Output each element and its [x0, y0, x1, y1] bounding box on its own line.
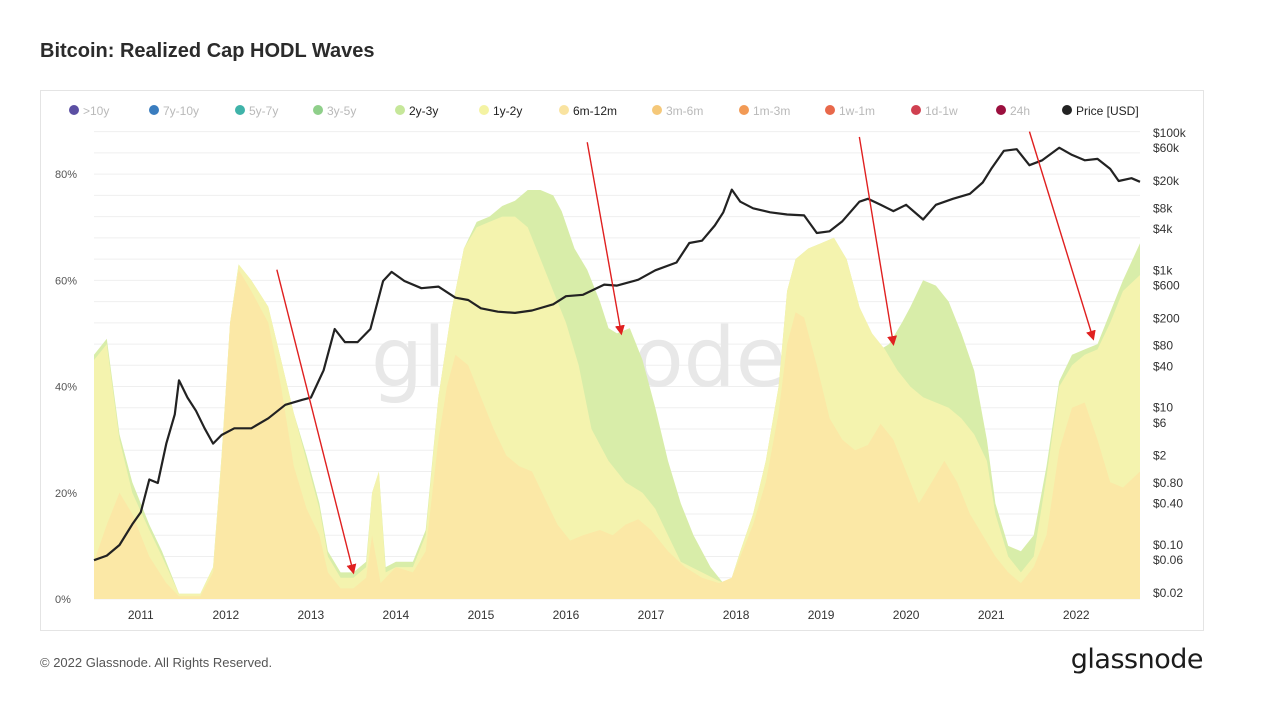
legend-item-7y10y[interactable]: 7y-10y — [149, 104, 199, 118]
x-tick-label: 2011 — [128, 608, 154, 622]
y2-tick-label: $80 — [1153, 339, 1173, 353]
x-tick-label: 2020 — [893, 608, 920, 622]
y-tick-label: 40% — [55, 382, 77, 394]
chart-title: Bitcoin: Realized Cap HODL Waves — [40, 40, 375, 62]
legend-label: >10y — [83, 104, 109, 118]
y2-tick-label: $10 — [1153, 401, 1173, 415]
legend-item-24h[interactable]: 24h — [996, 104, 1030, 118]
x-tick-label: 2021 — [978, 608, 1005, 622]
y2-tick-label: $0.06 — [1153, 553, 1183, 567]
legend-swatch — [911, 105, 921, 115]
legend-item-2y3y[interactable]: 2y-3y — [395, 104, 438, 118]
y2-tick-label: $2 — [1153, 449, 1167, 463]
y-axis-left: 0% 20% 40% 60% 80% — [55, 169, 77, 606]
legend-label: 3y-5y — [327, 104, 356, 118]
price-line — [93, 146, 1141, 562]
x-tick-label: 2017 — [638, 608, 665, 622]
legend-item-6m12m[interactable]: 6m-12m — [559, 104, 617, 118]
legend-swatch — [739, 105, 749, 115]
chart-panel: >10y 7y-10y 5y-7y 3y-5y 2y-3y 1y-2y 6m-12m 3m-6… — [40, 90, 1204, 631]
x-tick-label: 2019 — [808, 608, 835, 622]
y2-tick-label: $100k — [1153, 126, 1187, 140]
legend-swatch — [652, 105, 662, 115]
legend-swatch — [559, 105, 569, 115]
areas — [94, 190, 1140, 599]
y2-tick-label: $6 — [1153, 416, 1167, 430]
legend-label: 24h — [1010, 104, 1030, 118]
legend-swatch — [69, 105, 79, 115]
y2-tick-label: $0.80 — [1153, 476, 1183, 490]
x-tick-label: 2012 — [212, 608, 239, 622]
legend-swatch — [149, 105, 159, 115]
legend-item-1y2y[interactable]: 1y-2y — [479, 104, 522, 118]
legend-swatch — [235, 105, 245, 115]
legend: >10y 7y-10y 5y-7y 3y-5y 2y-3y 1y-2y 6m-12m 3m-6… — [69, 104, 1139, 118]
annotation-arrow-4 — [1028, 131, 1096, 341]
y2-tick-label: $0.40 — [1153, 497, 1183, 511]
legend-item-5y7y[interactable]: 5y-7y — [235, 104, 278, 118]
y2-tick-label: $60k — [1153, 141, 1180, 155]
x-tick-label: 2018 — [723, 608, 750, 622]
y2-tick-label: $0.10 — [1153, 538, 1183, 552]
y-tick-label: 80% — [55, 169, 77, 181]
copyright: © 2022 Glassnode. All Rights Reserved. — [40, 655, 273, 670]
legend-item-10y[interactable]: >10y — [69, 104, 109, 118]
legend-swatch — [313, 105, 323, 115]
y2-tick-label: $40 — [1153, 359, 1173, 373]
x-axis: 2011 2012 2013 2014 2015 2016 2017 2018 2019 2020… — [128, 608, 1090, 622]
x-tick-label: 2013 — [298, 608, 325, 622]
legend-label: 5y-7y — [249, 104, 278, 118]
y2-tick-label: $4k — [1153, 222, 1173, 236]
y2-tick-label: $600 — [1153, 279, 1180, 293]
x-tick-label: 2022 — [1063, 608, 1090, 622]
x-tick-label: 2015 — [468, 608, 495, 622]
y2-tick-label: $200 — [1153, 311, 1180, 325]
legend-swatch — [825, 105, 835, 115]
legend-label: 2y-3y — [409, 104, 438, 118]
price-series — [93, 146, 1141, 562]
legend-item-3m6m[interactable]: 3m-6m — [652, 104, 703, 118]
legend-label: 1w-1m — [839, 104, 875, 118]
legend-item-1w1m[interactable]: 1w-1m — [825, 104, 875, 118]
annotation-arrow-2 — [586, 142, 625, 336]
legend-label: Price [USD] — [1076, 104, 1139, 118]
legend-item-3y5y[interactable]: 3y-5y — [313, 104, 356, 118]
y-tick-label: 60% — [55, 275, 77, 287]
y2-tick-label: $1k — [1153, 263, 1173, 277]
legend-item-priceusd[interactable]: Price [USD] — [1062, 104, 1139, 118]
x-tick-label: 2014 — [383, 608, 410, 622]
legend-label: 7y-10y — [163, 104, 199, 118]
legend-label: 6m-12m — [573, 104, 617, 118]
y2-tick-label: $8k — [1153, 201, 1173, 215]
legend-swatch — [479, 105, 489, 115]
legend-swatch — [395, 105, 405, 115]
area-6m12m — [94, 269, 1140, 599]
x-tick-label: 2016 — [553, 608, 580, 622]
legend-label: 3m-6m — [666, 104, 703, 118]
y-tick-label: 0% — [55, 594, 71, 606]
legend-item-1d1w[interactable]: 1d-1w — [911, 104, 958, 118]
annotation-arrow-1 — [276, 269, 357, 575]
legend-swatch — [996, 105, 1006, 115]
hodl-waves-chart: >10y 7y-10y 5y-7y 3y-5y 2y-3y 1y-2y 6m-12m 3m-6… — [55, 104, 1187, 622]
legend-label: 1d-1w — [925, 104, 958, 118]
y2-tick-label: $20k — [1153, 174, 1180, 188]
brand-logo[interactable]: glassnode — [1070, 644, 1204, 675]
legend-label: 1y-2y — [493, 104, 522, 118]
y-axis-right: $100k$60k$20k$8k$4k$1k$600$200$80$40$10$… — [1153, 126, 1187, 600]
annotation-arrow-3 — [858, 136, 898, 347]
y2-tick-label: $0.02 — [1153, 586, 1183, 600]
legend-swatch — [1062, 105, 1072, 115]
legend-label: 1m-3m — [753, 104, 790, 118]
y-tick-label: 20% — [55, 488, 77, 500]
annotations — [276, 131, 1096, 575]
legend-item-1m3m[interactable]: 1m-3m — [739, 104, 790, 118]
